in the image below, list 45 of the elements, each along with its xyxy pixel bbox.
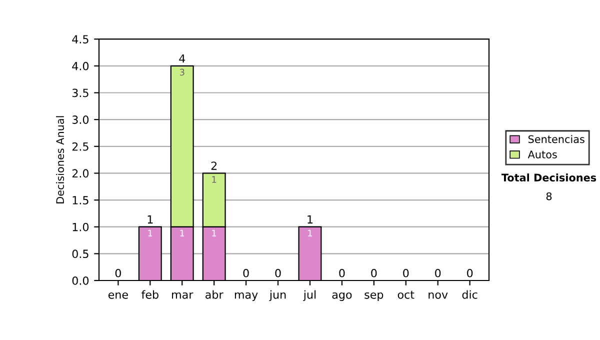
y-axis-title: Decisiones Anual	[56, 116, 64, 204]
y-tick-label: 1.0	[72, 222, 89, 232]
y-tick-label: 3.5	[72, 88, 88, 98]
y-tick-label: 1.5	[72, 196, 88, 204]
total-label: 0	[371, 268, 377, 278]
total-label: 4	[179, 54, 186, 63]
x-tick-label: feb	[142, 290, 158, 299]
total-label: 0	[339, 268, 345, 278]
total-label: 0	[403, 268, 409, 278]
y-tick-label: 2.5	[72, 142, 88, 151]
data-label: 1	[308, 230, 312, 236]
legend-label: Sentencias	[528, 135, 584, 144]
x-tick-label: jun	[269, 290, 286, 301]
y-tick-label: 2.0	[72, 169, 89, 178]
y-tick-label: 0.5	[72, 250, 88, 258]
x-tick-label: mar	[172, 292, 194, 299]
x-tick-label: abr	[206, 290, 224, 299]
y-tick-label: 3.0	[72, 116, 89, 124]
total-label: 0	[467, 268, 473, 278]
data-label: 3	[180, 68, 184, 76]
total-label: 0	[115, 268, 121, 278]
total-label: 0	[275, 268, 281, 278]
x-tick-label: sep	[364, 292, 384, 301]
x-tick-label: ago	[332, 292, 352, 301]
y-tick-label: 4.0	[72, 62, 89, 70]
text: 8	[546, 192, 552, 200]
x-tick-label: ene	[108, 292, 128, 299]
total-label: 0	[243, 268, 249, 278]
total-label: 1	[148, 215, 153, 224]
data-label: 1	[212, 176, 216, 183]
total-label: 0	[435, 268, 441, 278]
x-tick-label: oct	[398, 290, 414, 299]
total-label: 2	[211, 162, 217, 170]
x-tick-label: nov	[428, 292, 448, 299]
data-label: 1	[148, 230, 152, 236]
x-tick-label: may	[234, 292, 258, 301]
legend-label: Autos	[528, 150, 557, 158]
y-tick-label: 0.0	[72, 276, 89, 285]
x-tick-label: jul	[303, 290, 316, 301]
x-tick-label: dic	[462, 290, 478, 299]
data-label: 1	[212, 230, 216, 236]
total-label: 1	[308, 215, 312, 224]
data-label: 1	[180, 230, 184, 236]
text: Total Decisiones	[501, 173, 596, 182]
y-tick-label: 4.5	[72, 35, 88, 44]
